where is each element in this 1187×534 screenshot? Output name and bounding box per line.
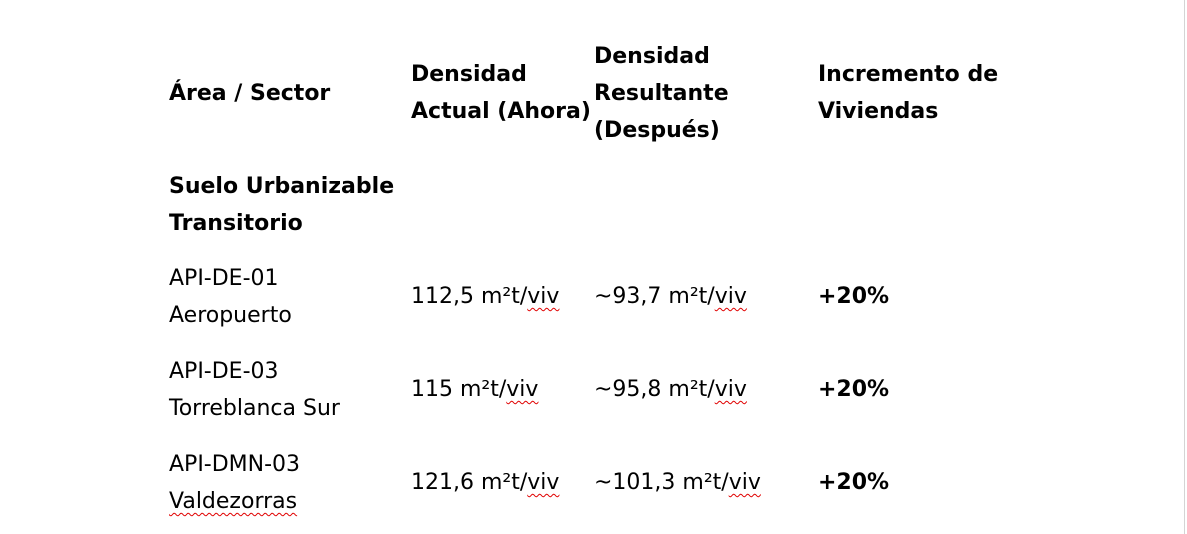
- header-area-sector-label: Área / Sector: [169, 81, 331, 106]
- row-actual-unit: viv: [527, 470, 560, 495]
- row-area-code: API-DE-03: [169, 359, 279, 384]
- row-resultante-value: ~95,8 m²t/: [594, 377, 715, 402]
- section-line1: Suelo Urbanizable: [169, 174, 395, 199]
- table-row-area: API-DE-01 Aeropuerto: [169, 260, 292, 334]
- row-actual-value: 112,5 m²t/: [411, 284, 528, 309]
- table-row-incremento: +20%: [818, 470, 890, 495]
- section-line2: Transitorio: [169, 211, 303, 236]
- header-densidad-actual-line1: Densidad: [411, 62, 527, 87]
- header-densidad-actual-line2: Actual (Ahora): [411, 99, 591, 124]
- row-actual-value: 121,6 m²t/: [411, 470, 528, 495]
- row-resultante-unit: viv: [728, 470, 761, 495]
- table-row-densidad-actual: 121,6 m²t/viv: [411, 464, 559, 501]
- row-area-name: Aeropuerto: [169, 303, 292, 328]
- table-row-densidad-resultante: ~95,8 m²t/viv: [594, 371, 747, 408]
- row-resultante-unit: viv: [714, 284, 747, 309]
- row-resultante-unit: viv: [714, 377, 747, 402]
- header-densidad-resultante-line2: Resultante: [594, 81, 729, 106]
- header-incremento-line1: Incremento de: [818, 62, 999, 87]
- table-row-densidad-resultante: ~101,3 m²t/viv: [594, 464, 761, 501]
- row-resultante-value: ~93,7 m²t/: [594, 284, 715, 309]
- table-row-densidad-resultante: ~93,7 m²t/viv: [594, 278, 747, 315]
- table-row-incremento: +20%: [818, 284, 890, 309]
- header-incremento-viviendas: Incremento de Viviendas: [818, 56, 998, 130]
- header-densidad-resultante-line1: Densidad: [594, 44, 710, 69]
- header-area-sector: Área / Sector: [169, 75, 330, 112]
- table-row-area: API-DMN-03 Valdezorras: [169, 446, 300, 520]
- row-area-name: Valdezorras: [169, 489, 298, 514]
- row-actual-unit: viv: [506, 377, 539, 402]
- header-incremento-line2: Viviendas: [818, 99, 939, 124]
- row-area-code: API-DE-01: [169, 266, 279, 291]
- row-resultante-value: ~101,3 m²t/: [594, 470, 729, 495]
- page-edge: [1184, 0, 1185, 534]
- table-row-incremento: +20%: [818, 377, 890, 402]
- row-area-name: Torreblanca Sur: [169, 396, 340, 421]
- header-densidad-resultante: Densidad Resultante (Después): [594, 38, 729, 149]
- table-row-area: API-DE-03 Torreblanca Sur: [169, 353, 340, 427]
- section-suelo-urbanizable: Suelo Urbanizable Transitorio: [169, 168, 394, 242]
- header-densidad-resultante-line3: (Después): [594, 118, 720, 143]
- table-row-densidad-actual: 112,5 m²t/viv: [411, 278, 559, 315]
- table-row-densidad-actual: 115 m²t/viv: [411, 371, 538, 408]
- row-actual-unit: viv: [527, 284, 560, 309]
- header-densidad-actual: Densidad Actual (Ahora): [411, 56, 591, 130]
- row-area-code: API-DMN-03: [169, 452, 301, 477]
- row-actual-value: 115 m²t/: [411, 377, 507, 402]
